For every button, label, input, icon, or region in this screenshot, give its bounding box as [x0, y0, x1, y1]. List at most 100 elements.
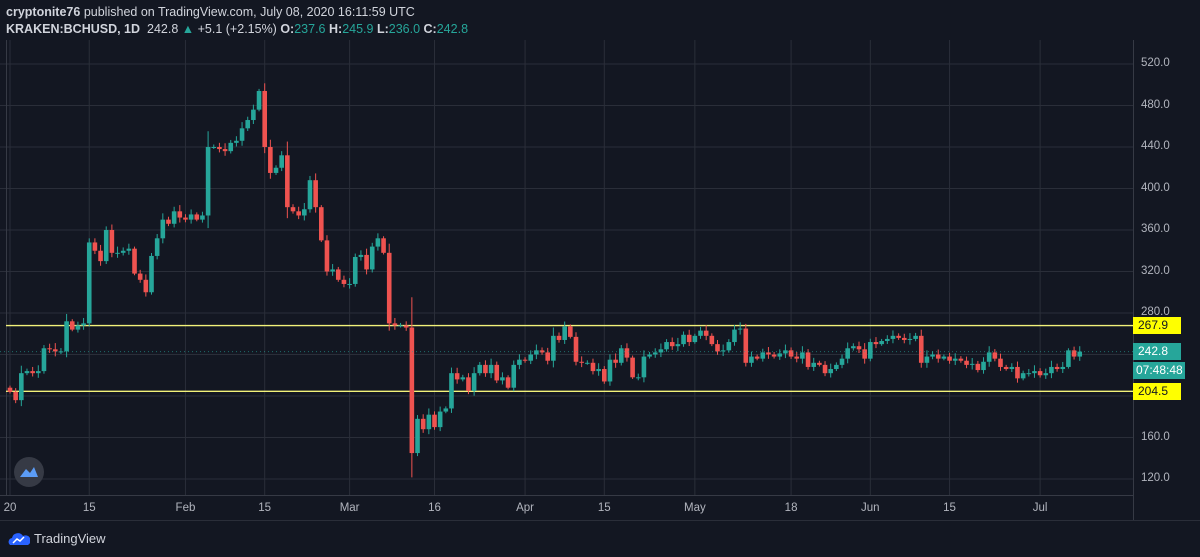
candle-up — [352, 256, 358, 284]
candle-down — [454, 373, 460, 380]
candle-up — [234, 140, 239, 143]
footer-bar: TradingView — [0, 520, 1200, 557]
candle-up — [585, 362, 590, 364]
candle-down — [743, 328, 749, 363]
candle-up — [64, 321, 69, 352]
candle-down — [132, 248, 137, 274]
candle-down — [1015, 366, 1020, 379]
candle-up — [692, 335, 698, 343]
candle-down — [7, 387, 13, 392]
candle-up — [398, 325, 403, 327]
y-tick-label: 360.0 — [1141, 223, 1170, 235]
candle-up — [154, 238, 160, 256]
candle-up — [675, 344, 681, 347]
candle-up — [879, 341, 884, 345]
y-tick-label: 320.0 — [1141, 264, 1170, 277]
candle-down — [432, 414, 437, 428]
high-label: H: — [328, 22, 343, 36]
close-value: 242.8 — [436, 22, 469, 36]
candle-down — [590, 362, 596, 372]
published-text: published on TradingView.com, July 08, 2… — [83, 5, 415, 19]
candle-up — [969, 363, 975, 365]
candle-down — [494, 364, 500, 381]
candle-down — [98, 250, 103, 262]
candle-up — [698, 330, 703, 336]
candle-down — [856, 346, 862, 350]
candle-down — [686, 334, 692, 343]
y-tick-label: 400.0 — [1141, 181, 1170, 194]
candle-down — [975, 363, 981, 371]
candle-down — [1003, 366, 1009, 370]
candle-down — [817, 362, 822, 365]
candle-down — [222, 149, 228, 152]
candle-down — [341, 279, 347, 284]
candle-up — [596, 369, 601, 372]
candle-down — [754, 356, 760, 359]
candle-up — [783, 350, 788, 354]
candle-up — [607, 359, 613, 382]
candle-up — [443, 408, 449, 412]
price-change: +5.1 (+2.15%) — [197, 22, 277, 36]
tradingview-brand[interactable]: TradingView — [8, 531, 106, 546]
candle-down — [420, 418, 426, 430]
candle-up — [81, 323, 86, 326]
candle-up — [307, 180, 313, 210]
candle-down — [522, 359, 528, 361]
triangle-up-icon: ▲ — [181, 22, 195, 36]
candle-up — [86, 242, 92, 324]
candle-up — [347, 283, 352, 285]
candle-down — [403, 325, 409, 328]
candle-up — [1077, 351, 1083, 357]
y-tick-label: 440.0 — [1141, 140, 1170, 152]
candle-up — [36, 371, 41, 374]
candle-up — [658, 349, 664, 353]
candle-down — [392, 323, 398, 326]
candle-down — [381, 238, 386, 253]
candle-up — [952, 358, 958, 361]
candle-up — [749, 356, 754, 363]
candle-up — [375, 238, 381, 247]
candle-down — [69, 321, 75, 330]
candle-up — [981, 361, 986, 371]
candle-down — [539, 350, 545, 353]
candle-up — [551, 335, 556, 361]
x-tick-label: May — [683, 502, 706, 514]
candle-down — [364, 254, 369, 270]
candle-down — [30, 371, 35, 374]
author-name[interactable]: cryptonite76 — [6, 5, 81, 19]
candle-up — [460, 377, 466, 380]
candle-down — [109, 230, 115, 253]
candle-up — [885, 338, 890, 342]
candle-up — [449, 373, 454, 409]
candle-down — [177, 211, 183, 218]
candle-down — [992, 352, 998, 359]
candle-up — [415, 418, 420, 454]
y-tick-label: 120.0 — [1141, 472, 1170, 484]
candle-up — [188, 214, 194, 220]
x-tick-label: Feb — [175, 502, 196, 514]
candle-up — [732, 329, 737, 343]
brand-name: TradingView — [34, 531, 106, 546]
candle-down — [137, 273, 143, 280]
candle-up — [562, 326, 567, 340]
candle-up — [126, 248, 132, 251]
candle-up — [200, 215, 205, 220]
candle-up — [149, 255, 154, 293]
low-label: L: — [376, 22, 389, 36]
candle-down — [958, 358, 964, 361]
candle-up — [358, 254, 364, 257]
candle-up — [1009, 366, 1015, 370]
x-tick-label: 15 — [943, 502, 956, 514]
symbol-name[interactable]: KRAKEN:BCHUSD, 1D — [6, 22, 141, 36]
y-tick-label: 520.0 — [1141, 57, 1170, 69]
x-tick-label: 20 — [3, 502, 17, 514]
tradingview-logo-icon[interactable] — [14, 457, 44, 487]
candle-up — [1060, 366, 1066, 370]
x-tick-label: Jun — [861, 502, 880, 514]
candle-up — [228, 142, 234, 152]
candle-up — [19, 373, 24, 401]
candle-down — [630, 357, 635, 378]
candle-down — [285, 155, 290, 208]
